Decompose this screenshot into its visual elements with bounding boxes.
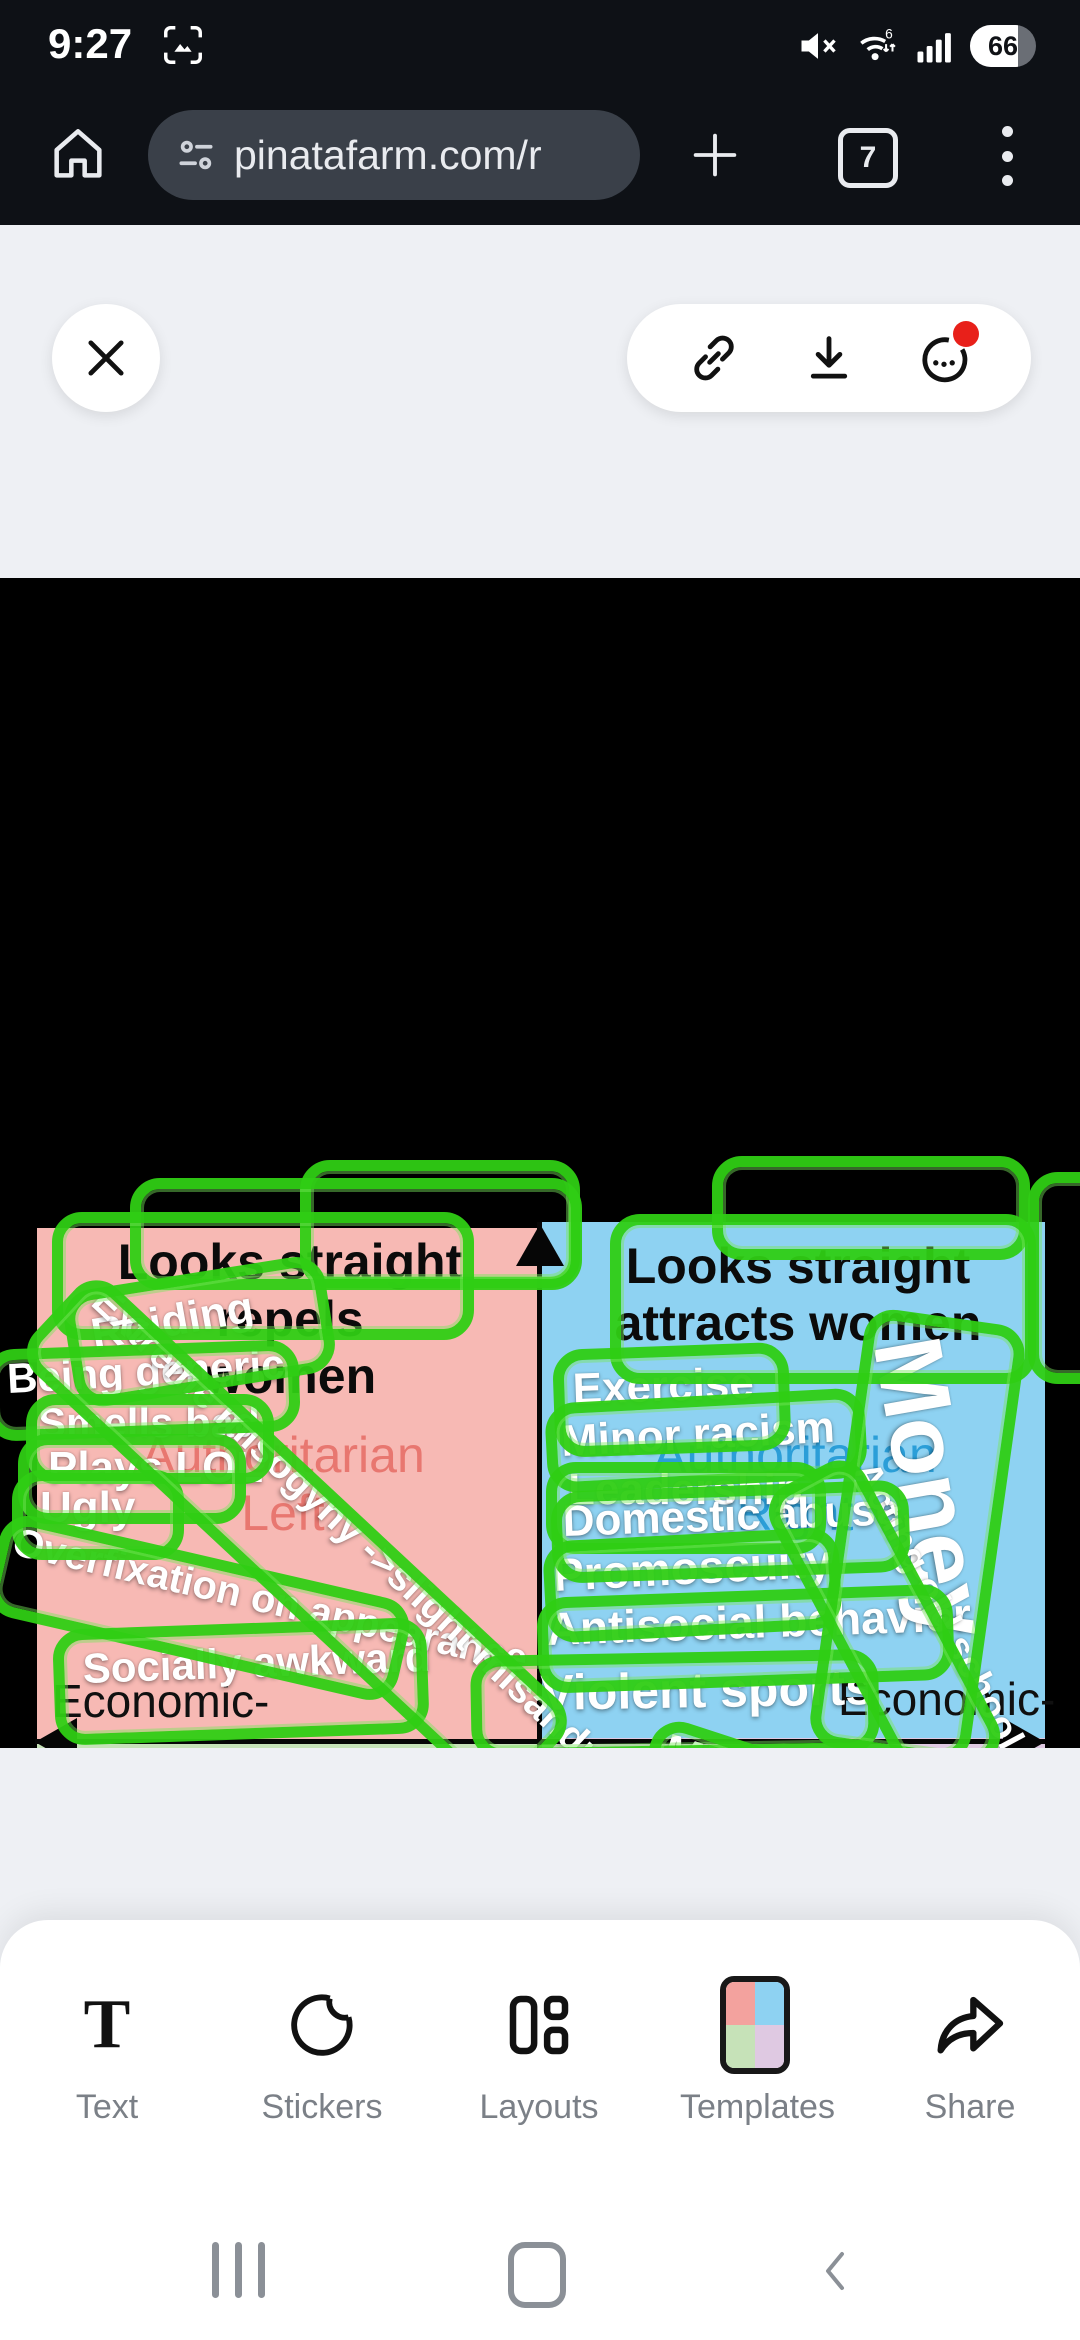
status-time: 9:27	[48, 20, 133, 67]
recents-icon[interactable]	[212, 2242, 265, 2298]
url-text: pinatafarm.com/r	[234, 131, 542, 178]
tool-label: Text	[75, 2088, 139, 2126]
battery-indicator: 66	[970, 25, 1036, 67]
templates-icon	[720, 1976, 790, 2074]
home-icon[interactable]	[508, 2242, 566, 2308]
editor-bottom-sheet: T Text Stickers Layouts	[0, 1920, 1080, 2340]
browser-home-button[interactable]	[46, 122, 110, 186]
templates-tool-button[interactable]: Templates	[680, 1976, 835, 2127]
signal-icon	[917, 33, 951, 63]
tab-count: 7	[859, 141, 877, 174]
share-icon	[937, 1996, 1004, 2054]
axis-arrow-right	[1003, 1718, 1045, 1748]
meme-canvas[interactable]: Looks straight repels women Looks straigh…	[0, 578, 1080, 1748]
screenshot-icon	[164, 26, 202, 64]
wifi-icon: 6	[860, 27, 896, 61]
quadrant-auth-right	[540, 1222, 1045, 1738]
stickers-icon	[291, 1994, 353, 2056]
text-icon: T	[83, 1986, 131, 2063]
tab-switcher-button[interactable]: 7	[838, 128, 898, 188]
emoji-reaction-icon	[922, 337, 967, 383]
overlay-box[interactable]	[12, 1470, 184, 1560]
close-icon	[88, 340, 124, 376]
axis-arrow-left	[35, 1718, 77, 1748]
meme-text-item[interactable]: Leadership	[568, 1465, 803, 1514]
svg-text:6: 6	[885, 27, 893, 42]
browser-menu-button[interactable]	[1002, 126, 1014, 186]
quadrant-lib-left	[37, 1741, 540, 1748]
overlay-box[interactable]	[546, 1462, 826, 1554]
new-tab-button[interactable]	[686, 126, 744, 184]
stickers-tool-button[interactable]: Stickers	[247, 1980, 397, 2127]
download-icon[interactable]	[800, 329, 858, 387]
notification-dot	[952, 321, 979, 347]
label-authoritarian-right: Authoritarian Right	[653, 1427, 937, 1541]
tool-label: Templates	[680, 2088, 835, 2126]
back-icon[interactable]	[812, 2242, 860, 2298]
axis-label-economic-right: Economic-	[838, 1673, 1056, 1725]
emoji-reaction-button[interactable]	[915, 321, 979, 387]
overlay-box[interactable]	[130, 1178, 582, 1290]
layouts-tool-button[interactable]: Layouts	[464, 1980, 614, 2127]
share-tool-button[interactable]: Share	[895, 1980, 1045, 2127]
tool-label: Stickers	[261, 2088, 383, 2126]
tool-label: Share	[924, 2088, 1016, 2126]
navigation-bar	[0, 2220, 1080, 2340]
layouts-icon	[509, 1995, 569, 2055]
battery-percent: 66	[987, 30, 1019, 61]
overlay-box[interactable]	[52, 1212, 474, 1340]
site-settings-icon	[179, 140, 213, 170]
text-tool-button[interactable]: T Text	[32, 1980, 182, 2127]
editor-action-bar	[627, 304, 1031, 412]
title-top-right: Looks straight attracts women	[614, 1238, 982, 1351]
link-icon[interactable]	[685, 329, 743, 387]
axis-label-economic-left: Economic-	[52, 1675, 270, 1727]
mute-icon	[801, 33, 836, 59]
overlay-box[interactable]	[712, 1156, 1030, 1260]
overlay-box[interactable]	[1028, 1172, 1080, 1384]
tool-label: Layouts	[479, 2088, 599, 2126]
browser-chrome: 9:27 6	[0, 0, 1080, 225]
close-button[interactable]	[52, 304, 160, 412]
url-bar[interactable]: pinatafarm.com/r	[148, 110, 640, 200]
axis-vertical	[537, 1222, 542, 1748]
